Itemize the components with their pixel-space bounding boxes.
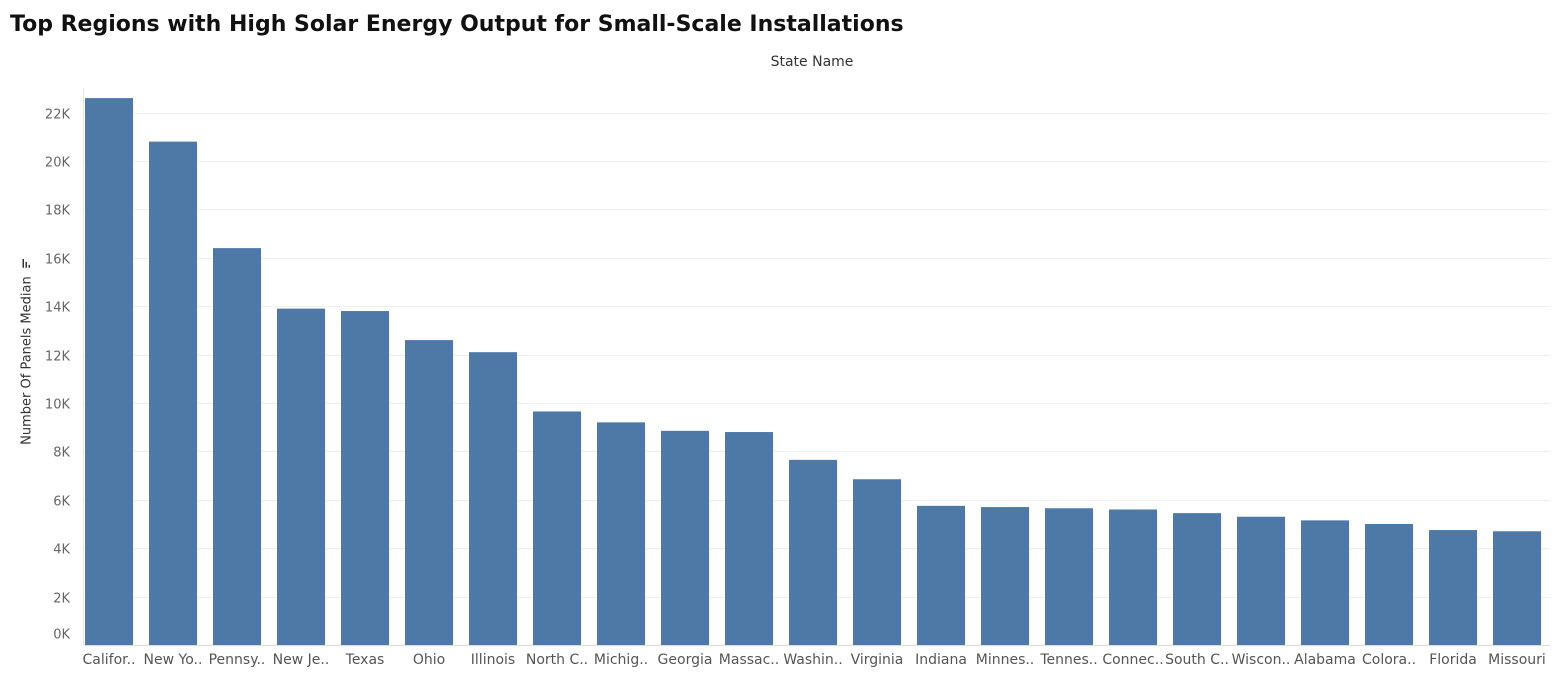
x-tick-label: Wiscon.. [1232,652,1291,668]
x-tick-label: Florida [1429,652,1477,668]
y-tick-label: 20K [45,156,71,171]
bar[interactable] [341,311,389,645]
bar[interactable] [1237,516,1285,645]
y-axis-title[interactable]: Number Of Panels Median [20,259,35,445]
x-tick-label: Tennes.. [1039,652,1097,668]
y-tick-label: 6K [53,495,70,510]
x-tick-label: Georgia [658,652,713,668]
bar[interactable] [1109,509,1157,645]
sort-descending-icon[interactable] [20,259,35,269]
bars [85,98,1541,645]
x-tick-label: North C.. [526,652,588,668]
x-tick-label: Texas [345,652,385,668]
chart-title: Top Regions with High Solar Energy Outpu… [10,12,904,37]
bar[interactable] [277,308,325,645]
bar[interactable] [597,422,645,645]
y-tick-label: 0K [53,628,70,643]
y-tick-label: 4K [53,543,70,558]
column-header: State Name [770,54,854,70]
y-tick-label: 2K [53,592,70,607]
y-tick-label: 16K [45,253,71,268]
bar[interactable] [661,430,709,645]
bar[interactable] [533,411,581,645]
bar[interactable] [1429,530,1477,645]
bar[interactable] [1493,531,1541,645]
x-tick-label: Virginia [851,652,904,668]
x-tick-label: Connec.. [1102,652,1163,668]
x-tick-label: Michig.. [594,652,648,668]
x-axis-labels: Califor.. New Yo.. Pennsy.. New Je.. Texas Oh… [83,652,1546,668]
bar[interactable] [981,507,1029,645]
x-tick-label: Ohio [413,652,445,668]
bar[interactable] [405,340,453,645]
bar[interactable] [469,352,517,645]
y-tick-label: 12K [45,350,71,365]
x-tick-label: Illinois [471,652,515,668]
x-tick-label: Washin.. [783,652,842,668]
bar[interactable] [1173,513,1221,645]
x-tick-label: Missouri [1488,652,1546,668]
x-tick-label: South C.. [1165,652,1229,668]
bar[interactable] [725,432,773,645]
bar[interactable] [853,479,901,645]
bar[interactable] [213,248,261,645]
y-tick-label: 14K [45,301,71,316]
bar[interactable] [1301,520,1349,645]
x-tick-label: Colora.. [1362,652,1416,668]
x-tick-label: Califor.. [83,652,136,668]
bar[interactable] [789,459,837,645]
x-tick-label: New Yo.. [144,652,203,668]
y-tick-label: 8K [53,446,70,461]
x-tick-label: Indiana [915,652,967,668]
y-tick-label: 10K [45,398,71,413]
y-tick-label: 18K [45,204,71,219]
x-tick-label: Massac.. [719,652,779,668]
y-axis: 0K 2K 4K 6K 8K 10K 12K 14K 16K 18K 20K 22K [45,88,1550,646]
x-tick-label: Minnes.. [976,652,1035,668]
bar[interactable] [917,505,965,645]
bar[interactable] [1045,508,1093,645]
bar[interactable] [85,98,133,645]
x-tick-label: Alabama [1294,652,1356,668]
x-tick-label: Pennsy.. [209,652,266,668]
y-tick-label: 22K [45,108,71,123]
bar[interactable] [149,141,197,645]
bar[interactable] [1365,524,1413,645]
x-tick-label: New Je.. [273,652,330,668]
